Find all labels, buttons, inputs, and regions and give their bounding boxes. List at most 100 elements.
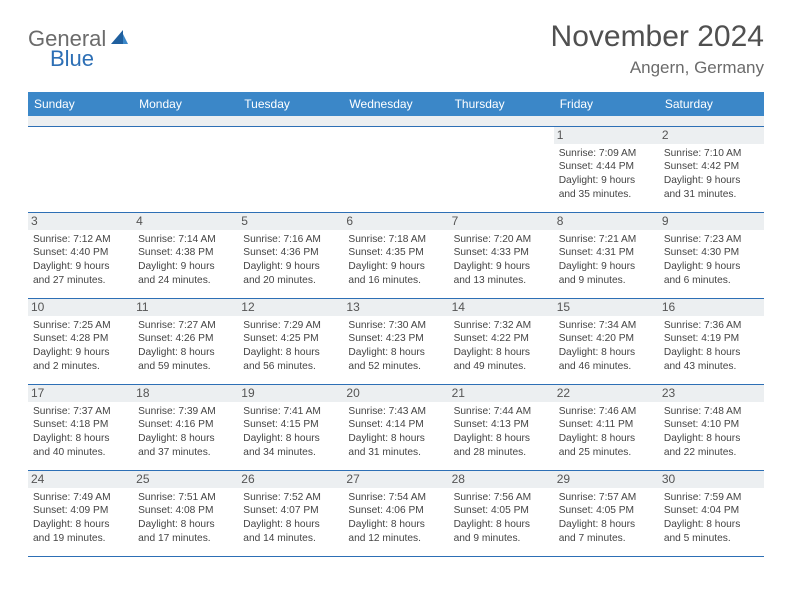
day-info: Sunrise: 7:18 AMSunset: 4:35 PMDaylight:… <box>348 233 443 288</box>
daylight-text: Daylight: 9 hours and 16 minutes. <box>348 260 443 288</box>
daylight-text: Daylight: 8 hours and 52 minutes. <box>348 346 443 374</box>
sunset-text: Sunset: 4:16 PM <box>138 418 233 432</box>
sunrise-text: Sunrise: 7:44 AM <box>454 405 549 419</box>
day-number: 24 <box>28 471 133 488</box>
sunrise-text: Sunrise: 7:34 AM <box>559 319 654 333</box>
day-number: 9 <box>659 213 764 230</box>
sunrise-text: Sunrise: 7:32 AM <box>454 319 549 333</box>
dow-header-row: Sunday Monday Tuesday Wednesday Thursday… <box>28 92 764 116</box>
day-cell: 21Sunrise: 7:44 AMSunset: 4:13 PMDayligh… <box>449 384 554 470</box>
daylight-text: Daylight: 8 hours and 37 minutes. <box>138 432 233 460</box>
day-info: Sunrise: 7:12 AMSunset: 4:40 PMDaylight:… <box>33 233 128 288</box>
day-number: 3 <box>28 213 133 230</box>
day-number: 15 <box>554 299 659 316</box>
day-number: 25 <box>133 471 238 488</box>
sunset-text: Sunset: 4:05 PM <box>454 504 549 518</box>
day-number: 22 <box>554 385 659 402</box>
day-info: Sunrise: 7:10 AMSunset: 4:42 PMDaylight:… <box>664 147 759 202</box>
day-cell: 15Sunrise: 7:34 AMSunset: 4:20 PMDayligh… <box>554 298 659 384</box>
day-number: 6 <box>343 213 448 230</box>
sunrise-text: Sunrise: 7:14 AM <box>138 233 233 247</box>
calendar-table: Sunday Monday Tuesday Wednesday Thursday… <box>28 92 764 557</box>
daylight-text: Daylight: 8 hours and 59 minutes. <box>138 346 233 374</box>
sunrise-text: Sunrise: 7:56 AM <box>454 491 549 505</box>
daylight-text: Daylight: 9 hours and 35 minutes. <box>559 174 654 202</box>
header-spacer <box>28 116 764 126</box>
sunset-text: Sunset: 4:09 PM <box>33 504 128 518</box>
title-block: November 2024 Angern, Germany <box>551 20 764 78</box>
sunrise-text: Sunrise: 7:54 AM <box>348 491 443 505</box>
sunset-text: Sunset: 4:06 PM <box>348 504 443 518</box>
day-cell: 9Sunrise: 7:23 AMSunset: 4:30 PMDaylight… <box>659 212 764 298</box>
sunset-text: Sunset: 4:40 PM <box>33 246 128 260</box>
sunrise-text: Sunrise: 7:18 AM <box>348 233 443 247</box>
daylight-text: Daylight: 8 hours and 43 minutes. <box>664 346 759 374</box>
sunrise-text: Sunrise: 7:23 AM <box>664 233 759 247</box>
day-info: Sunrise: 7:54 AMSunset: 4:06 PMDaylight:… <box>348 491 443 546</box>
sunset-text: Sunset: 4:25 PM <box>243 332 338 346</box>
calendar-page: General November 2024 Angern, Germany Bl… <box>0 0 792 577</box>
sunrise-text: Sunrise: 7:57 AM <box>559 491 654 505</box>
sunrise-text: Sunrise: 7:30 AM <box>348 319 443 333</box>
day-number: 13 <box>343 299 448 316</box>
daylight-text: Daylight: 8 hours and 7 minutes. <box>559 518 654 546</box>
dow-wednesday: Wednesday <box>343 92 448 116</box>
daylight-text: Daylight: 8 hours and 19 minutes. <box>33 518 128 546</box>
sunrise-text: Sunrise: 7:27 AM <box>138 319 233 333</box>
day-cell: 22Sunrise: 7:46 AMSunset: 4:11 PMDayligh… <box>554 384 659 470</box>
day-number: 26 <box>238 471 343 488</box>
day-cell: 11Sunrise: 7:27 AMSunset: 4:26 PMDayligh… <box>133 298 238 384</box>
sunset-text: Sunset: 4:20 PM <box>559 332 654 346</box>
sunset-text: Sunset: 4:08 PM <box>138 504 233 518</box>
daylight-text: Daylight: 8 hours and 22 minutes. <box>664 432 759 460</box>
page-title: November 2024 <box>551 20 764 54</box>
week-row: 1Sunrise: 7:09 AMSunset: 4:44 PMDaylight… <box>28 126 764 212</box>
day-number: 27 <box>343 471 448 488</box>
sunrise-text: Sunrise: 7:36 AM <box>664 319 759 333</box>
sunset-text: Sunset: 4:11 PM <box>559 418 654 432</box>
sunrise-text: Sunrise: 7:12 AM <box>33 233 128 247</box>
sunset-text: Sunset: 4:28 PM <box>33 332 128 346</box>
day-cell: 3 Sunrise: 7:12 AMSunset: 4:40 PMDaylight… <box>28 212 133 298</box>
dow-tuesday: Tuesday <box>238 92 343 116</box>
day-number: 5 <box>238 213 343 230</box>
day-info: Sunrise: 7:57 AMSunset: 4:05 PMDaylight:… <box>559 491 654 546</box>
day-cell: 25 Sunrise: 7:51 AMSunset: 4:08 PMDayligh… <box>133 470 238 556</box>
day-number: 7 <box>449 213 554 230</box>
day-cell: 30Sunrise: 7:59 AMSunset: 4:04 PMDayligh… <box>659 470 764 556</box>
day-number: 2 <box>659 127 764 144</box>
day-cell <box>28 126 133 212</box>
day-info: Sunrise: 7:30 AMSunset: 4:23 PMDaylight:… <box>348 319 443 374</box>
day-cell: 16Sunrise: 7:36 AMSunset: 4:19 PMDayligh… <box>659 298 764 384</box>
day-cell: 17Sunrise: 7:37 AMSunset: 4:18 PMDayligh… <box>28 384 133 470</box>
day-info: Sunrise: 7:51 AMSunset: 4:08 PMDaylight:… <box>138 491 233 546</box>
sunrise-text: Sunrise: 7:10 AM <box>664 147 759 161</box>
day-cell: 2 Sunrise: 7:10 AMSunset: 4:42 PMDaylight… <box>659 126 764 212</box>
sunrise-text: Sunrise: 7:51 AM <box>138 491 233 505</box>
day-cell: 29Sunrise: 7:57 AMSunset: 4:05 PMDayligh… <box>554 470 659 556</box>
daylight-text: Daylight: 9 hours and 20 minutes. <box>243 260 338 288</box>
sunrise-text: Sunrise: 7:59 AM <box>664 491 759 505</box>
day-number: 10 <box>28 299 133 316</box>
sunrise-text: Sunrise: 7:43 AM <box>348 405 443 419</box>
week-row: 24Sunrise: 7:49 AMSunset: 4:09 PMDayligh… <box>28 470 764 556</box>
sunset-text: Sunset: 4:10 PM <box>664 418 759 432</box>
day-number: 18 <box>133 385 238 402</box>
day-cell: 26Sunrise: 7:52 AMSunset: 4:07 PMDayligh… <box>238 470 343 556</box>
day-cell: 8Sunrise: 7:21 AMSunset: 4:31 PMDaylight… <box>554 212 659 298</box>
daylight-text: Daylight: 9 hours and 27 minutes. <box>33 260 128 288</box>
daylight-text: Daylight: 8 hours and 56 minutes. <box>243 346 338 374</box>
sunrise-text: Sunrise: 7:39 AM <box>138 405 233 419</box>
sunset-text: Sunset: 4:13 PM <box>454 418 549 432</box>
dow-monday: Monday <box>133 92 238 116</box>
daylight-text: Daylight: 8 hours and 40 minutes. <box>33 432 128 460</box>
sunrise-text: Sunrise: 7:20 AM <box>454 233 549 247</box>
day-number: 4 <box>133 213 238 230</box>
sunrise-text: Sunrise: 7:52 AM <box>243 491 338 505</box>
day-cell: 18 Sunrise: 7:39 AMSunset: 4:16 PMDayligh… <box>133 384 238 470</box>
day-cell: 23Sunrise: 7:48 AMSunset: 4:10 PMDayligh… <box>659 384 764 470</box>
day-number: 11 <box>133 299 238 316</box>
sunrise-text: Sunrise: 7:21 AM <box>559 233 654 247</box>
sunset-text: Sunset: 4:35 PM <box>348 246 443 260</box>
day-cell <box>133 126 238 212</box>
